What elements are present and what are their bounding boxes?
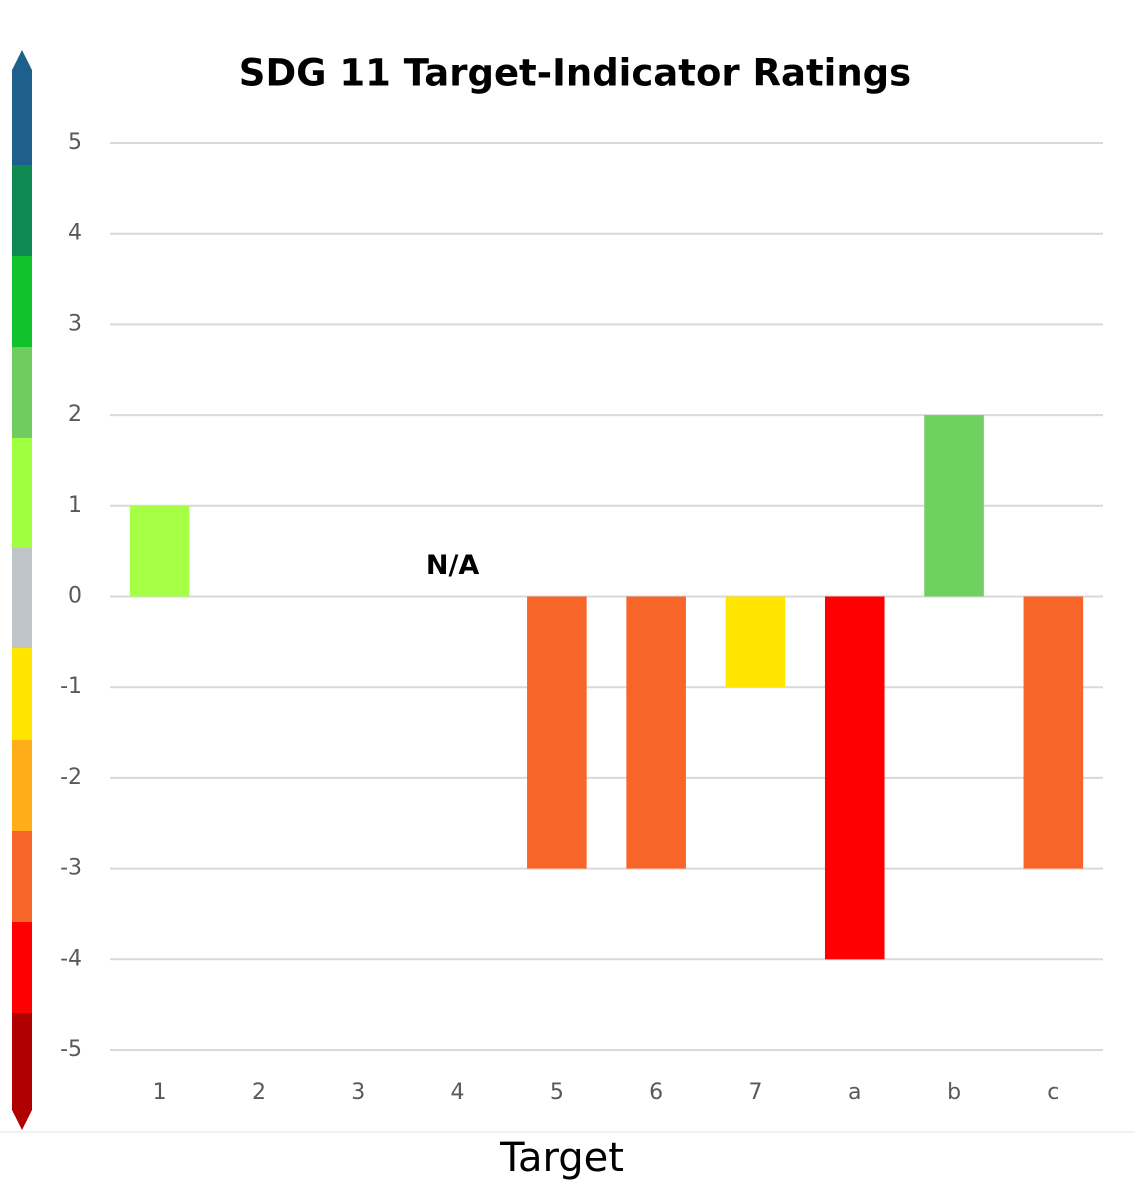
x-tick-label: 6 xyxy=(649,1080,663,1105)
y-tick-label: 1 xyxy=(68,493,82,518)
y-tick-label: -3 xyxy=(60,856,82,881)
x-tick-label: 1 xyxy=(153,1080,167,1105)
x-axis-label: Target xyxy=(499,1135,624,1181)
y-tick-label: -5 xyxy=(60,1037,82,1062)
x-tick-label: 3 xyxy=(351,1080,365,1105)
x-tick-label: 4 xyxy=(451,1080,465,1105)
x-tick-label: b xyxy=(947,1080,961,1105)
x-tick-label: 2 xyxy=(252,1080,266,1105)
y-tick-label: -1 xyxy=(60,674,82,699)
bar xyxy=(129,505,190,597)
y-tick-label: 4 xyxy=(68,221,82,246)
chart-title: SDG 11 Target-Indicator Ratings xyxy=(239,52,911,95)
bar xyxy=(626,596,686,869)
y-tick-label: 2 xyxy=(68,402,82,427)
bar xyxy=(924,415,984,597)
y-tick-label: 3 xyxy=(68,311,82,336)
x-tick-label: a xyxy=(848,1080,861,1105)
bar xyxy=(824,596,885,960)
bar xyxy=(527,596,587,869)
bar xyxy=(725,596,786,688)
bar xyxy=(1023,596,1084,869)
annotation: N/A xyxy=(426,550,479,581)
x-tick-label: 7 xyxy=(748,1080,762,1105)
x-tick-label: 5 xyxy=(550,1080,564,1105)
y-tick-label: 0 xyxy=(68,584,82,609)
x-tick-label: c xyxy=(1047,1080,1059,1105)
y-tick-label: 5 xyxy=(68,130,82,155)
color-scale xyxy=(12,50,32,1130)
y-tick-label: -2 xyxy=(60,765,82,790)
y-tick-label: -4 xyxy=(60,946,82,971)
